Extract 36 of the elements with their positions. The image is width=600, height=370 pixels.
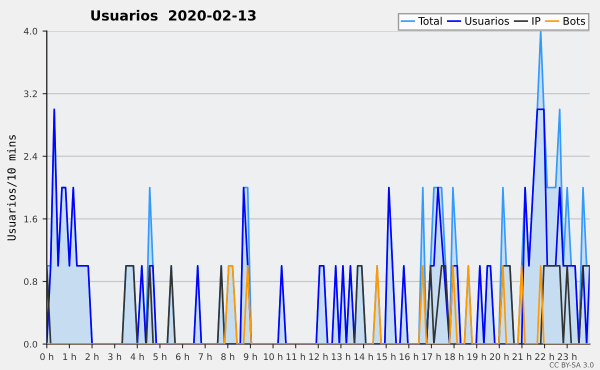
x-tick-label: 23 h	[558, 353, 576, 360]
y-axis-title: Usuarios/10 mins	[7, 135, 17, 240]
x-tick-label: 6 h	[176, 353, 189, 360]
y-tick-label: 2.4	[24, 153, 38, 160]
legend-label: Usuarios	[465, 16, 509, 25]
x-tick-label: 22 h	[535, 353, 554, 360]
chart-title: Usuarios 2020-02-13	[91, 10, 256, 21]
x-tick-label: 14 h	[354, 353, 373, 360]
y-tick-label: 3.2	[24, 90, 37, 98]
x-tick-label: 5 h	[153, 353, 166, 360]
y-tick-label: 4.0	[24, 28, 38, 35]
x-tick-label: 18 h	[445, 353, 464, 360]
x-tick-label: 1 h	[63, 353, 76, 360]
y-tick-label: 0.8	[24, 278, 38, 286]
x-tick-label: 9 h	[244, 353, 257, 360]
x-tick-label: 7 h	[198, 353, 212, 360]
y-tick-label: 0.0	[24, 340, 38, 348]
x-tick-label: 3 h	[108, 353, 122, 360]
x-tick-label: 13 h	[332, 353, 350, 360]
x-tick-label: 10 h	[264, 353, 282, 360]
x-tick-label: 4 h	[130, 353, 144, 360]
x-tick-label: 15 h	[377, 353, 396, 360]
x-tick-label: 17 h	[422, 353, 441, 360]
x-tick-label: 11 h	[286, 353, 305, 360]
x-tick-label: 19 h	[468, 353, 486, 360]
x-tick-label: 16 h	[400, 353, 418, 360]
y-tick-label: 1.6	[24, 216, 38, 222]
legend-label: Bots	[564, 17, 586, 25]
x-tick-label: 20 h	[490, 353, 509, 360]
x-tick-label: 21 h	[512, 353, 532, 360]
x-tick-label: 12 h	[309, 353, 328, 360]
x-tick-label: 2 h	[86, 353, 98, 360]
legend-label: Total	[418, 16, 442, 25]
legend-label: IP	[532, 17, 540, 25]
x-tick-label: 8 h	[221, 353, 234, 360]
x-tick-label: 0 h	[40, 353, 54, 360]
